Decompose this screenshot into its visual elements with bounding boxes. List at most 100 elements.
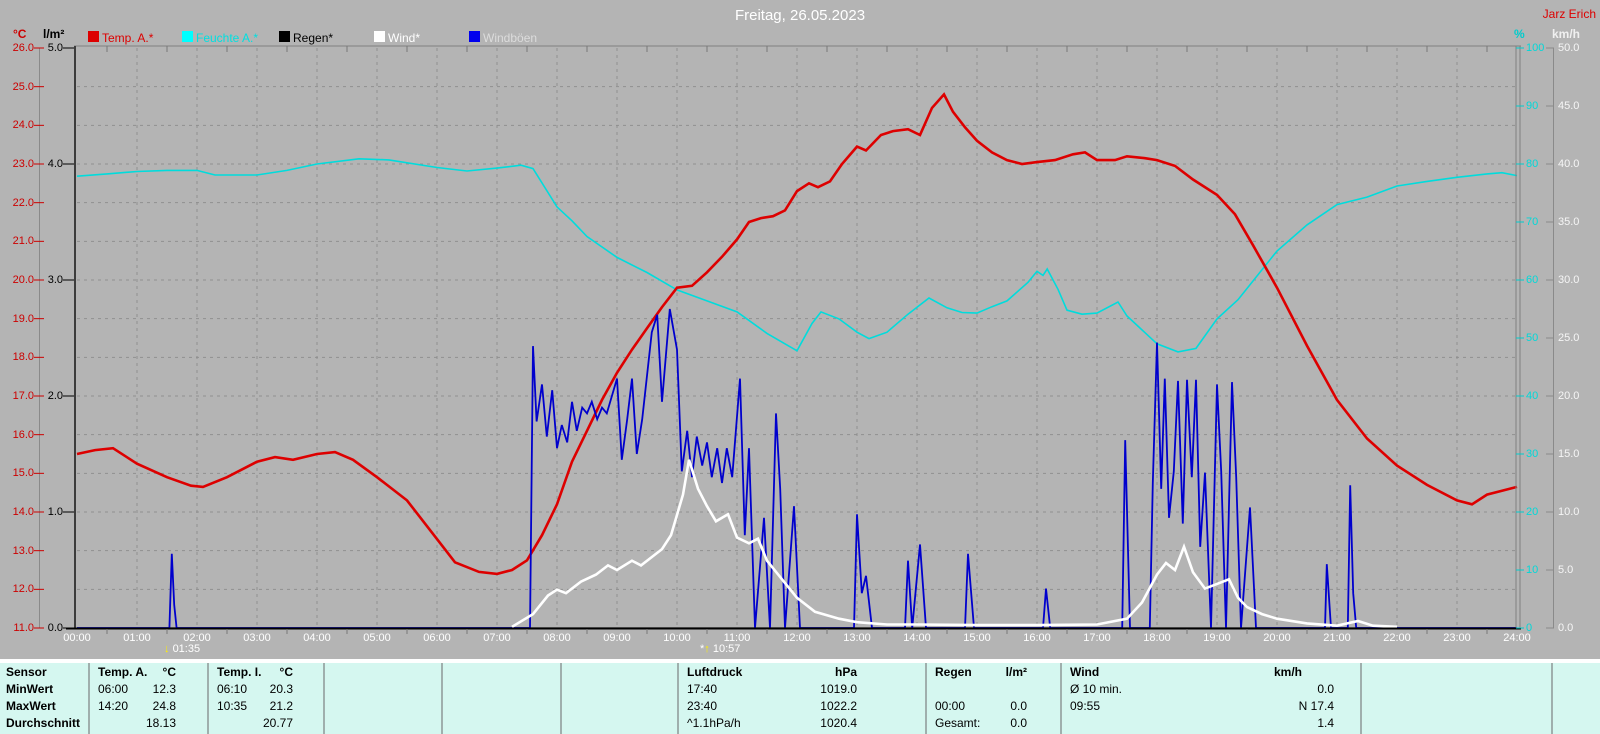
wind-swatch-icon [374, 31, 385, 42]
x-axis-label: 07:00 [483, 632, 511, 644]
x-axis-label: 16:00 [1023, 632, 1051, 644]
x-axis-label: 17:00 [1083, 632, 1111, 644]
x-axis-label: 08:00 [543, 632, 571, 644]
humidity-axis-tick-label: 50 [1526, 332, 1539, 344]
col-unit: km/h [1273, 665, 1302, 679]
max-value: 1022.2 [820, 699, 857, 713]
min-value: 1019.0 [820, 682, 857, 696]
arrow-up-icon: ↑ [704, 643, 710, 655]
table-column-divider [1551, 663, 1553, 734]
x-axis-label: 22:00 [1383, 632, 1411, 644]
min-value: 0.0 [1317, 682, 1334, 696]
row-header-sensor: Sensor [6, 665, 47, 679]
star-icon: * [700, 643, 705, 655]
max-time: 23:40 [687, 699, 718, 713]
wind-axis-tick-label: 5.0 [1558, 564, 1574, 576]
row-header-minwert: MinWert [6, 682, 54, 696]
x-axis-label: 15:00 [963, 632, 991, 644]
x-axis-label: 02:00 [183, 632, 211, 644]
x-axis-label: 21:00 [1323, 632, 1351, 644]
col-name: Temp. I. [217, 665, 262, 679]
temp-axis-tick-label: 14.0 [12, 506, 34, 518]
watermark-author: Jarz Erich [1542, 7, 1596, 21]
marker-time: 10:57 [712, 643, 741, 655]
wind-axis-tick-label: 25.0 [1558, 332, 1580, 344]
table-column-divider [1060, 663, 1062, 734]
rain-axis-tick-label: 5.0 [47, 42, 63, 54]
max-time: 00:00 [935, 699, 966, 713]
x-axis-label: 00:00 [63, 632, 91, 644]
x-axis-label: 19:00 [1203, 632, 1231, 644]
gusts-swatch-icon [469, 31, 480, 42]
x-axis-label: 11:00 [723, 632, 751, 644]
marker-time: 01:35 [172, 643, 201, 655]
table-column-divider [207, 663, 209, 734]
temp-axis-tick-label: 22.0 [12, 196, 34, 209]
avg-value: 18.13 [145, 716, 176, 730]
temp-axis-tick-label: 23.0 [12, 158, 34, 170]
legend-label: Temp. A.* [102, 31, 154, 45]
legend-label: Regen* [293, 31, 334, 45]
temp-axis-tick-label: 21.0 [12, 235, 34, 248]
x-axis-label: 04:00 [303, 632, 331, 644]
row-header-durchschnitt: Durchschnitt [6, 716, 81, 730]
curve-wind [511, 459, 1398, 629]
x-axis-label: 10:00 [663, 632, 691, 644]
x-axis-label: 12:00 [783, 632, 811, 644]
table-col-luftdruck: Luftdruck hPa 17:40 1019.0 23:40 1022.2 ^1.… [679, 663, 873, 734]
temp-axis-tick-label: 12.0 [12, 583, 34, 596]
x-axis-label: 05:00 [363, 632, 391, 644]
x-axis-label: 23:00 [1443, 632, 1471, 644]
temp-axis-tick-label: 15.0 [12, 467, 34, 480]
table-row-headers: Sensor MinWert MaxWert Durchschnitt [6, 663, 86, 734]
rain-axis-unit: l/m² [43, 27, 65, 41]
table-col-temp-a: Temp. A. °C 06:00 12.3 14:20 24.8 18.13 [90, 663, 192, 734]
col-name: Temp. A. [98, 665, 148, 679]
humidity-axis-tick-label: 20 [1526, 506, 1539, 518]
x-axis-label: 09:00 [603, 632, 631, 644]
x-axis-label: 18:00 [1143, 632, 1171, 644]
humidity-axis-unit: % [1514, 27, 1525, 41]
wind-axis-tick-label: 35.0 [1558, 216, 1580, 228]
table-column-divider [1360, 663, 1362, 734]
humidity-axis-tick-label: 100 [1526, 42, 1545, 54]
page-title: Freitag, 26.05.2023 [734, 7, 866, 24]
min-time: 17:40 [687, 682, 718, 696]
humidity-swatch-icon [182, 31, 193, 42]
divider [0, 659, 1600, 663]
humidity-axis-tick-label: 60 [1526, 274, 1539, 286]
max-time: 14:20 [98, 699, 129, 713]
humidity-axis-tick-label: 40 [1526, 390, 1539, 402]
rain-swatch-icon [279, 31, 290, 42]
col-name: Regen [935, 665, 972, 679]
min-time: Ø 10 min. [1070, 682, 1123, 696]
avg-value: 20.77 [262, 716, 293, 730]
temp-axis-tick-label: 16.0 [12, 428, 34, 441]
max-value: N 17.4 [1298, 699, 1334, 713]
marker-moonrise: *↑ 10:57 [700, 643, 740, 657]
wind-axis-tick-label: 45.0 [1558, 100, 1580, 112]
temp-axis-tick-label: 26.0 [12, 42, 34, 54]
temp-axis-tick-label: 19.0 [12, 312, 34, 325]
x-axis-label: 24:00 [1503, 632, 1531, 644]
avg-label: Gesamt: [935, 716, 981, 730]
wind-axis-tick-label: 0.0 [1558, 622, 1574, 634]
x-axis-label: 03:00 [243, 632, 271, 644]
curve-temp_a [76, 92, 1518, 576]
gridlines [77, 48, 1517, 628]
col-unit: l/m² [1005, 665, 1027, 679]
humidity-axis-tick-label: 70 [1526, 216, 1539, 228]
table-col-temp-i: Temp. I. °C 06:10 20.3 10:35 21.2 20.77 [209, 663, 309, 734]
min-time: 06:10 [217, 682, 248, 696]
col-name: Luftdruck [687, 665, 743, 679]
temp-axis-tick-label: 18.0 [12, 351, 34, 364]
max-time: 10:35 [217, 699, 248, 713]
temp-axis-tick-label: 24.0 [12, 119, 34, 132]
statistics-table: Sensor MinWert MaxWert Durchschnitt Temp… [0, 663, 1600, 734]
axis-ticks [34, 46, 1554, 634]
humidity-axis-tick-label: 30 [1526, 448, 1539, 460]
humidity-axis-tick-label: 0 [1526, 622, 1533, 634]
legend-label: Feuchte A.* [196, 31, 259, 45]
temp-axis-tick-label: 11.0 [13, 622, 34, 634]
min-time: 06:00 [98, 682, 129, 696]
